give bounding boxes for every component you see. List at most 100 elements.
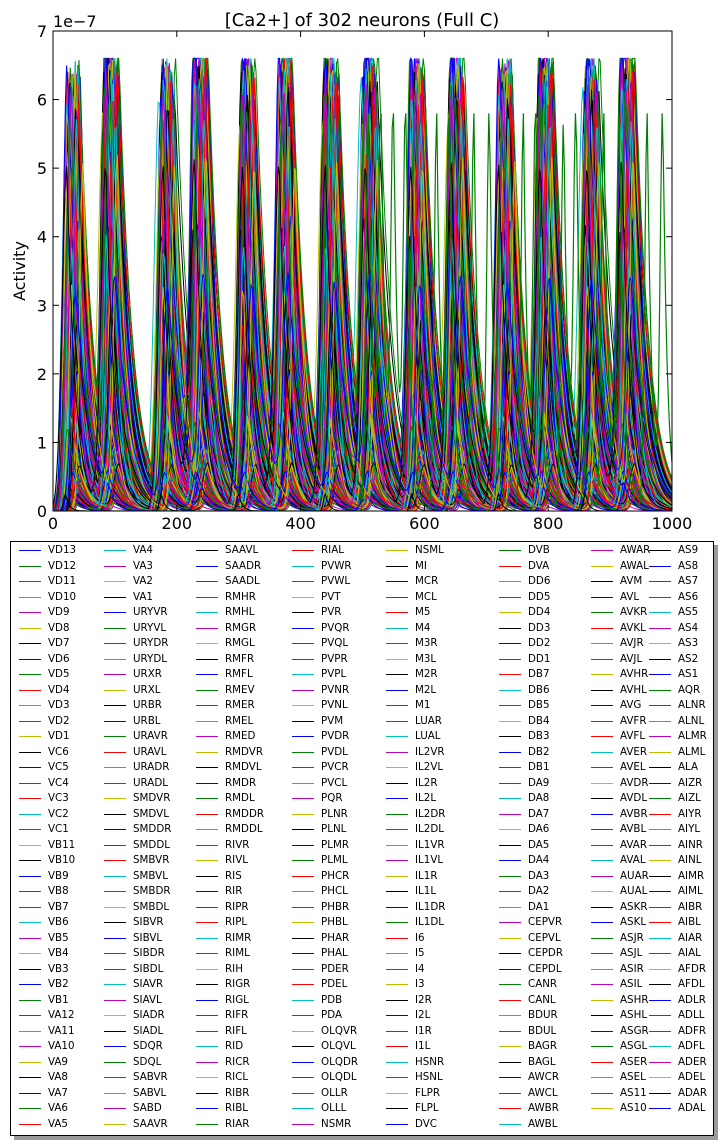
- legend-swatch: [649, 922, 671, 923]
- legend-label: IL1DL: [415, 916, 444, 928]
- legend-swatch: [499, 906, 521, 908]
- legend-swatch: [19, 643, 41, 644]
- x-tick-label: 0: [48, 514, 58, 533]
- legend-label: ALA: [678, 761, 699, 773]
- legend-label: VA10: [48, 1040, 75, 1052]
- legend-swatch: [104, 999, 126, 1001]
- legend-label: RIVL: [225, 854, 248, 866]
- y-tick-label: 4: [37, 228, 47, 247]
- legend-label: DB4: [528, 714, 550, 727]
- legend-swatch: [386, 1123, 408, 1125]
- legend-label: DVA: [528, 559, 550, 572]
- legend-swatch: [19, 596, 41, 598]
- series-line-adal: [53, 270, 672, 511]
- legend-swatch: [196, 1092, 218, 1094]
- legend-label: RMHR: [225, 590, 256, 603]
- legend-swatch: [591, 829, 613, 830]
- legend-label: VD3: [48, 699, 70, 711]
- legend-swatch: [499, 1092, 521, 1094]
- legend-label: PHCR: [321, 869, 350, 882]
- legend-swatch: [499, 984, 521, 985]
- legend-label: IL2R: [415, 776, 438, 789]
- legend-swatch: [499, 550, 521, 551]
- legend-swatch: [104, 798, 126, 799]
- legend-label: SIADL: [133, 1024, 164, 1037]
- x-tick-label: 200: [162, 514, 193, 533]
- legend-swatch: [499, 1061, 521, 1063]
- legend-label: VD7: [48, 637, 70, 649]
- legend-swatch: [591, 1077, 613, 1078]
- legend-swatch: [19, 968, 41, 970]
- legend-swatch: [292, 689, 314, 691]
- legend-swatch: [499, 968, 521, 970]
- legend-label: AIAR: [678, 931, 703, 944]
- legend-label: VB8: [48, 885, 69, 897]
- legend-label: VA1: [133, 590, 153, 603]
- legend-swatch: [386, 596, 408, 598]
- legend-swatch: [591, 550, 613, 551]
- legend-label: PHAR: [321, 931, 350, 944]
- legend-swatch: [19, 891, 41, 892]
- legend-swatch: [386, 612, 408, 613]
- legend-label: OLQVL: [321, 1040, 356, 1052]
- legend-label: SMBVR: [133, 854, 170, 866]
- legend-label: RMER: [225, 699, 255, 711]
- legend-swatch: [196, 968, 218, 970]
- legend-swatch: [649, 674, 671, 675]
- legend-label: DB3: [528, 730, 550, 742]
- legend-swatch: [104, 565, 126, 567]
- legend-label: ASHR: [620, 993, 649, 1006]
- legend-label: BDUR: [528, 1009, 558, 1021]
- legend-label: VA2: [133, 575, 153, 587]
- legend-label: CEPVL: [528, 931, 561, 944]
- legend-label: AINR: [678, 838, 703, 851]
- legend-swatch: [499, 767, 521, 768]
- legend-swatch: [19, 953, 41, 954]
- legend-label: RMFL: [225, 668, 253, 680]
- legend-label: MI: [415, 559, 427, 572]
- legend-label: AIYR: [678, 807, 702, 820]
- legend-swatch: [591, 968, 613, 970]
- legend-swatch: [591, 627, 613, 629]
- legend-label: AIBL: [678, 916, 701, 928]
- legend-label: RIS: [225, 869, 242, 882]
- legend-label: SIAVR: [133, 978, 164, 990]
- legend-swatch: [386, 782, 408, 784]
- legend-label: DA9: [528, 776, 550, 789]
- legend-label: AVFL: [620, 730, 646, 742]
- legend-swatch: [196, 798, 218, 799]
- legend-label: I2L: [415, 1009, 431, 1021]
- legend-label: AS7: [678, 575, 699, 587]
- legend-swatch: [499, 1015, 521, 1016]
- legend-swatch: [591, 1092, 613, 1094]
- legend-swatch: [649, 643, 671, 644]
- legend-swatch: [19, 689, 41, 691]
- legend-swatch: [196, 689, 218, 691]
- legend-label: RMGL: [225, 637, 255, 649]
- legend-swatch: [499, 844, 521, 846]
- legend-swatch: [386, 674, 408, 675]
- legend-label: AVER: [620, 745, 648, 758]
- legend-swatch: [19, 1108, 41, 1109]
- legend-label: AINL: [678, 854, 702, 866]
- legend-label: OLQDR: [321, 1055, 359, 1068]
- legend-swatch: [292, 813, 314, 815]
- legend-label: DB1: [528, 761, 550, 773]
- legend-label: PLNL: [321, 823, 347, 835]
- legend-swatch: [104, 1123, 126, 1125]
- legend-swatch: [104, 782, 126, 784]
- legend-label: RMDVR: [225, 745, 263, 758]
- legend-swatch: [591, 844, 613, 846]
- legend-swatch: [649, 891, 671, 892]
- legend-swatch: [591, 751, 613, 753]
- legend-swatch: [591, 1030, 613, 1032]
- legend-swatch: [499, 782, 521, 784]
- legend-label: PDER: [321, 962, 349, 975]
- legend-swatch: [591, 875, 613, 877]
- legend-swatch: [104, 1077, 126, 1078]
- legend-label: MCR: [415, 575, 439, 587]
- y-axis-label: Activity: [10, 241, 29, 301]
- legend-label: DA3: [528, 869, 550, 882]
- legend-swatch: [386, 705, 408, 706]
- legend-label: RIGR: [225, 978, 251, 990]
